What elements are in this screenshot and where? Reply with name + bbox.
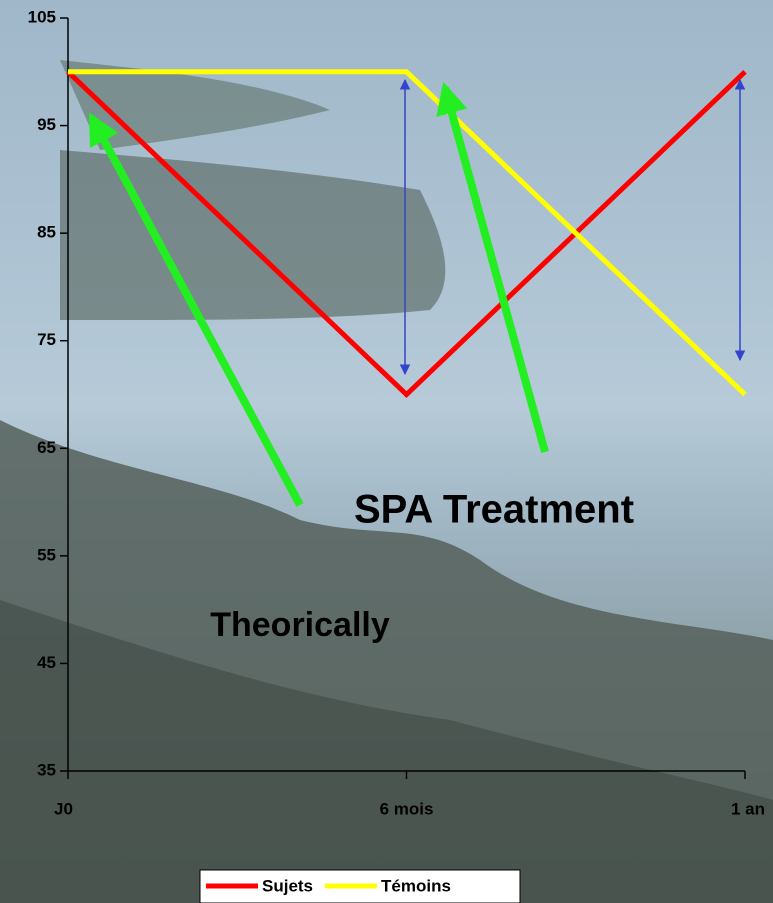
page: {"chart_data": {"type": "line", "categor… (0, 0, 773, 903)
y-tick-label: 65 (37, 438, 56, 457)
x-tick-label: 1 an (731, 799, 765, 818)
y-tick-label: 105 (28, 7, 56, 26)
y-tick-label: 35 (37, 760, 56, 779)
y-tick-label: 55 (37, 545, 56, 564)
background-photo (0, 0, 773, 903)
x-tick-label: J0 (54, 799, 73, 818)
annotation: SPA Treatment (354, 488, 634, 532)
y-tick-label: 85 (37, 223, 56, 242)
annotation: Theorically (210, 606, 390, 644)
x-tick-label: 6 mois (380, 799, 434, 818)
legend-label: Témoins (381, 876, 451, 895)
y-tick-label: 95 (37, 115, 56, 134)
y-tick-label: 45 (37, 653, 56, 672)
legend-label: Sujets (262, 876, 313, 895)
legend: Sujets Témoins (200, 870, 520, 903)
y-tick-label: 75 (37, 330, 56, 349)
chart: 35 45 55 65 75 85 95 105 J0 6 mois 1 an SPA Treatm… (0, 0, 773, 903)
